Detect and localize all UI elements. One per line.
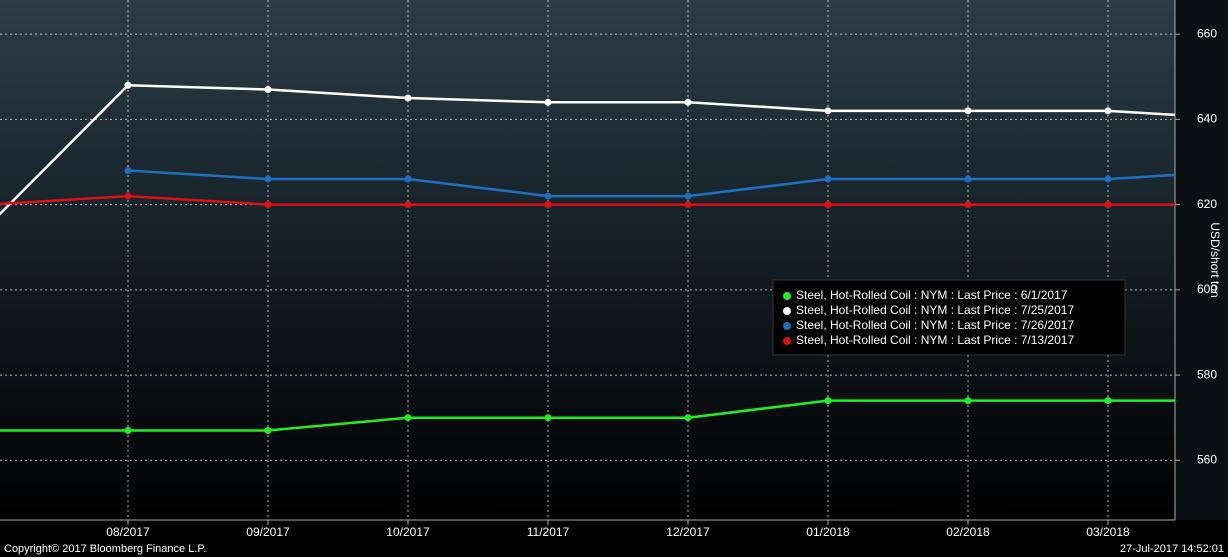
- point: [124, 166, 132, 174]
- legend-marker: [783, 337, 791, 345]
- point: [544, 98, 552, 106]
- y-tick-label: 620: [1197, 197, 1217, 211]
- y-axis-label: USD/short ton: [1208, 222, 1222, 297]
- plot-area: [0, 0, 1175, 520]
- plot: [0, 0, 1175, 520]
- point: [684, 98, 692, 106]
- point: [684, 201, 692, 209]
- point: [824, 107, 832, 115]
- point: [964, 175, 972, 183]
- point: [824, 175, 832, 183]
- series-line: [0, 83, 1175, 216]
- point: [404, 175, 412, 183]
- axis-area: [1175, 0, 1228, 520]
- x-tick-label: 11/2017: [527, 525, 570, 539]
- point: [264, 175, 272, 183]
- point: [1104, 201, 1112, 209]
- copyright: Copyright© 2017 Bloomberg Finance L.P.: [4, 543, 206, 555]
- y-tick-label: 640: [1197, 112, 1217, 126]
- legend-box: [772, 279, 1126, 356]
- point: [124, 81, 132, 89]
- timestamp: 27-Jul-2017 14:52:01: [1120, 543, 1224, 555]
- x-tick-label: 08/2017: [106, 525, 150, 539]
- legend-label: Steel, Hot-Rolled Coil : NYM : Last Pric…: [796, 303, 1074, 317]
- point: [1104, 397, 1112, 405]
- legend-label: Steel, Hot-Rolled Coil : NYM : Last Pric…: [796, 288, 1068, 302]
- point: [684, 192, 692, 200]
- point: [544, 201, 552, 209]
- x-tick-label: 10/2017: [386, 525, 430, 539]
- point: [124, 192, 132, 200]
- x-tick-label: 09/2017: [246, 525, 290, 539]
- point: [1104, 107, 1112, 115]
- point: [964, 397, 972, 405]
- point: [964, 201, 972, 209]
- point: [404, 201, 412, 209]
- legend-label: Steel, Hot-Rolled Coil : NYM : Last Pric…: [796, 333, 1074, 347]
- point: [264, 201, 272, 209]
- point: [684, 414, 692, 422]
- x-tick-label: 01/2018: [806, 525, 850, 539]
- x-tick-label: 02/2018: [946, 525, 990, 539]
- point: [964, 107, 972, 115]
- legend-marker: [783, 307, 791, 315]
- y-tick-label: 660: [1197, 26, 1217, 40]
- x-tick-label: 03/2018: [1086, 525, 1130, 539]
- y-tick-label: 560: [1197, 452, 1217, 466]
- y-tick-label: 580: [1197, 367, 1217, 381]
- x-tick-label: 12/2017: [666, 525, 710, 539]
- point: [824, 201, 832, 209]
- point: [544, 414, 552, 422]
- point: [404, 94, 412, 102]
- legend-label: Steel, Hot-Rolled Coil : NYM : Last Pric…: [796, 318, 1074, 332]
- legend-marker: [783, 292, 791, 300]
- series-line: [0, 399, 1175, 432]
- point: [124, 426, 132, 434]
- point: [824, 397, 832, 405]
- point: [404, 414, 412, 422]
- series-line: [0, 194, 1175, 206]
- point: [264, 426, 272, 434]
- point: [264, 86, 272, 94]
- point: [1104, 175, 1112, 183]
- legend-marker: [783, 322, 791, 330]
- y-tick-label: 600: [1197, 282, 1217, 296]
- point: [544, 192, 552, 200]
